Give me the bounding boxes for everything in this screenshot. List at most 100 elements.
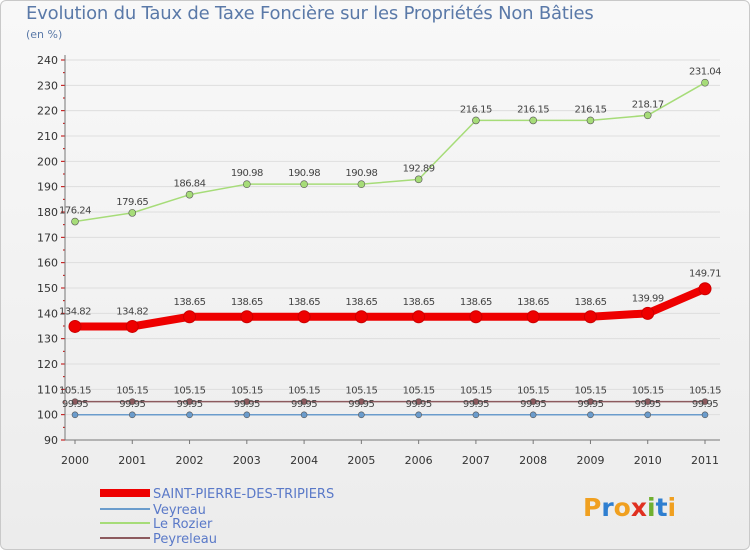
data-point (414, 175, 423, 184)
proxiti-logo: Proxiti (583, 493, 676, 522)
data-label: 138.65 (174, 297, 206, 308)
data-label: 99.95 (291, 399, 317, 410)
y-tick-label: 240 (37, 54, 58, 67)
data-label: 138.65 (517, 297, 549, 308)
data-point (701, 398, 709, 405)
data-label: 134.82 (59, 306, 91, 317)
data-label: 99.95 (62, 399, 88, 410)
data-point (300, 411, 308, 419)
data-label: 176.24 (59, 206, 91, 217)
data-label: 105.15 (689, 386, 721, 397)
data-point (297, 310, 311, 324)
data-label: 105.15 (174, 386, 206, 397)
data-point (128, 398, 136, 405)
data-point (415, 398, 422, 405)
data-point (644, 398, 652, 405)
data-label: 138.65 (288, 297, 320, 308)
data-label: 99.95 (119, 399, 145, 410)
y-tick-label: 140 (37, 307, 58, 320)
data-label: 105.15 (574, 386, 606, 397)
data-label: 99.95 (463, 399, 489, 410)
data-point (587, 411, 594, 419)
data-label: 105.15 (231, 386, 263, 397)
series-line (74, 81, 706, 223)
data-label: 99.95 (635, 399, 661, 410)
data-point (354, 310, 368, 324)
data-point (469, 310, 483, 324)
data-point (186, 398, 193, 405)
chart-title: Evolution du Taux de Taxe Foncière sur l… (26, 3, 594, 24)
data-label: 99.95 (406, 399, 432, 410)
data-label: 105.15 (59, 386, 91, 397)
data-point (71, 217, 79, 226)
x-tick-label: 2011 (691, 454, 719, 467)
data-point (529, 398, 537, 405)
data-label: 139.99 (632, 293, 664, 304)
data-point (701, 78, 709, 87)
y-tick-label: 180 (37, 206, 58, 219)
data-point (183, 310, 197, 324)
data-label: 105.15 (116, 386, 148, 397)
y-tick-label: 170 (37, 231, 58, 244)
data-point (472, 411, 480, 419)
data-point (698, 282, 712, 296)
data-point (472, 398, 480, 405)
series-line (71, 284, 709, 331)
data-label: 190.98 (231, 168, 263, 179)
data-point (358, 398, 365, 405)
x-tick-label: 2010 (634, 454, 662, 467)
data-label: 105.15 (460, 386, 492, 397)
data-point (526, 310, 540, 324)
data-label: 218.17 (632, 99, 664, 110)
data-point (472, 116, 480, 125)
data-label: 99.95 (234, 399, 260, 410)
x-tick-label: 2003 (233, 454, 261, 467)
data-point (240, 310, 254, 324)
data-label: 216.15 (574, 104, 606, 115)
y-tick-label: 90 (44, 434, 58, 447)
y-tick-label: 110 (37, 383, 58, 396)
data-label: 216.15 (460, 104, 492, 115)
x-tick-label: 2004 (290, 454, 318, 467)
data-label: 179.65 (116, 197, 148, 208)
data-point (243, 411, 251, 419)
data-point (125, 319, 139, 333)
data-label: 149.71 (689, 269, 721, 280)
x-tick-label: 2006 (405, 454, 433, 467)
data-point (300, 398, 308, 405)
data-point (587, 398, 594, 405)
x-tick-label: 2009 (576, 454, 604, 467)
data-point (643, 111, 652, 120)
legend-label: Peyreleau (153, 532, 217, 547)
data-point (529, 116, 537, 125)
data-point (243, 398, 251, 405)
data-point (71, 398, 79, 405)
data-point (358, 411, 365, 419)
data-label: 105.15 (345, 386, 377, 397)
data-label: 190.98 (288, 168, 320, 179)
data-label: 99.95 (520, 399, 546, 410)
data-point (357, 180, 366, 188)
data-point (701, 411, 709, 419)
data-label: 138.65 (403, 297, 435, 308)
data-point (68, 319, 82, 333)
x-tick-label: 2005 (347, 454, 375, 467)
y-tick-label: 210 (37, 130, 58, 143)
y-tick-label: 160 (37, 257, 58, 270)
x-tick-label: 2001 (118, 454, 146, 467)
x-tick-label: 2000 (61, 454, 89, 467)
data-point (243, 180, 251, 188)
data-label: 105.15 (632, 386, 664, 397)
data-point (641, 306, 655, 320)
data-label: 99.95 (348, 399, 374, 410)
data-label: 138.65 (345, 297, 377, 308)
data-label: 99.95 (692, 399, 718, 410)
x-tick-label: 2007 (462, 454, 490, 467)
data-label: 231.04 (689, 67, 721, 78)
data-label: 99.95 (577, 399, 603, 410)
data-label: 105.15 (288, 386, 320, 397)
x-tick-label: 2002 (176, 454, 204, 467)
legend-label: Veyreau (153, 503, 206, 518)
